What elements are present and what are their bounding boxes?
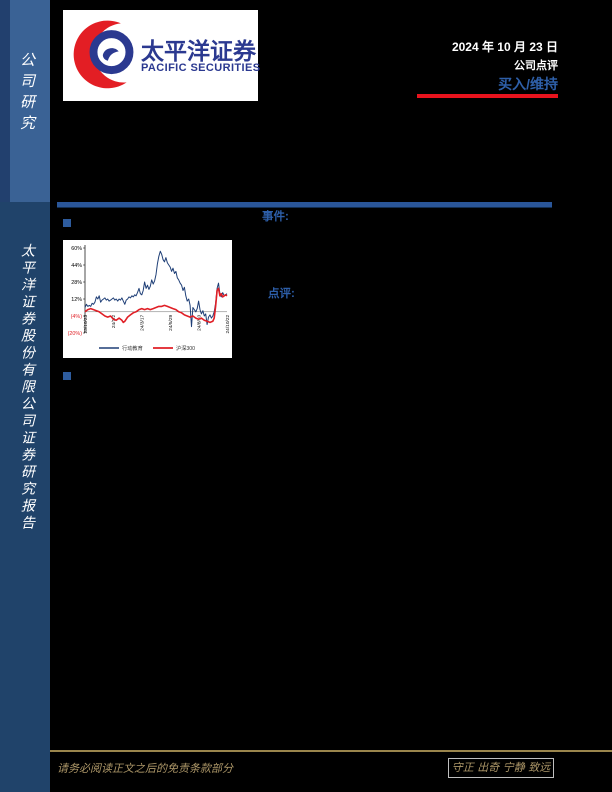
svg-text:24/10/22: 24/10/22	[225, 314, 231, 333]
footer-motto-box: 守正 出奇 宁静 致远	[448, 758, 554, 778]
svg-text:(20%): (20%)	[68, 331, 83, 337]
line-chart-canvas: 60% 44% 28% 12% (4%) (20%)23/10/23 24/1/2 24/3/…	[68, 245, 231, 352]
footer-divider-line	[50, 750, 612, 752]
pacific-securities-logo-icon	[73, 20, 134, 89]
svg-text:60%: 60%	[71, 246, 82, 252]
report-type: 公司点评	[514, 60, 558, 72]
svg-text:24/8/10: 24/8/10	[196, 314, 202, 330]
sidebar-company-label: 太平洋证券股份有限公司证券研究报告	[19, 243, 35, 532]
company-logo: 太平洋证券 PACIFIC SECURITIES	[63, 10, 261, 101]
event-bullet-marker	[63, 219, 71, 227]
svg-text:(4%): (4%)	[71, 314, 83, 320]
rating-underline	[417, 94, 558, 98]
report-date: 2024 年 10 月 23 日	[451, 40, 558, 54]
rating-badge: 买入/维持	[498, 76, 558, 92]
stock-performance-chart: 60% 44% 28% 12% (4%) (20%) 23/10/23 24/1/2 24/3/…	[63, 240, 232, 358]
comment-bullet-marker	[63, 372, 71, 380]
svg-text:12%: 12%	[71, 297, 82, 303]
logo-english-name: PACIFIC SECURITIES	[141, 62, 261, 74]
svg-text:24/1/2: 24/1/2	[111, 314, 117, 328]
comment-section-label: 点评:	[268, 288, 295, 300]
svg-text:行动教育: 行动教育	[122, 344, 143, 352]
svg-text:23/10/23: 23/10/23	[83, 314, 89, 333]
svg-text:沪深300: 沪深300	[176, 344, 195, 352]
logo-chinese-name: 太平洋证券	[141, 38, 256, 64]
sidebar-top-panel	[0, 0, 50, 202]
footer-disclaimer: 请务必阅读正文之后的免责条款部分	[57, 762, 233, 775]
svg-text:24/5/29: 24/5/29	[168, 314, 174, 330]
sidebar-category-label: 公司研究	[18, 52, 36, 136]
event-section-label: 事件:	[262, 211, 289, 223]
svg-text:44%: 44%	[71, 263, 82, 269]
sidebar-left-strip	[0, 0, 10, 202]
left-sidebar: 公司研究 太平洋证券股份有限公司证券研究报告	[0, 0, 50, 792]
sidebar-bottom-panel	[0, 202, 50, 792]
svg-text:24/3/17: 24/3/17	[140, 314, 146, 330]
header-divider-bar	[57, 202, 552, 208]
svg-text:28%: 28%	[71, 280, 82, 286]
